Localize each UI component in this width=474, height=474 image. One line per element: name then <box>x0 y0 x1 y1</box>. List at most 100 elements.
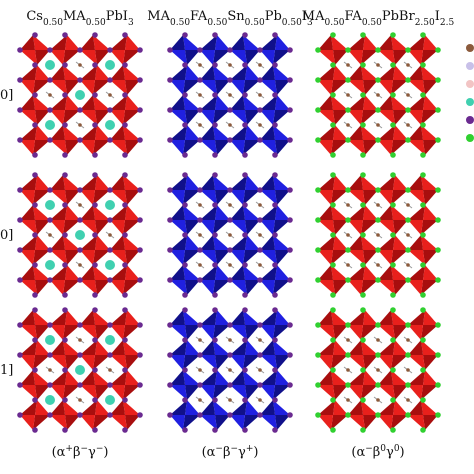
halide-atom <box>257 47 263 53</box>
octahedron-face <box>170 400 187 415</box>
halide-atom <box>287 187 293 193</box>
octahedron-face <box>20 205 35 220</box>
octahedron-face <box>318 370 333 385</box>
octahedron-face <box>80 205 95 220</box>
molecule-atom <box>346 63 350 67</box>
text-part: β <box>373 445 381 460</box>
halide-atom <box>212 292 218 298</box>
octahedron-face <box>20 400 37 415</box>
text-part: MA <box>302 9 325 24</box>
halide-atom <box>197 77 203 83</box>
octahedron-face <box>260 400 275 415</box>
octahedron-face <box>391 265 408 280</box>
octahedron-face <box>331 95 348 110</box>
octahedron-face <box>391 205 408 220</box>
octahedron-face <box>318 80 333 95</box>
octahedron-face <box>378 175 395 190</box>
octahedron-face <box>110 140 127 155</box>
octahedron-face <box>260 205 277 220</box>
halide-atom <box>257 77 263 83</box>
molecule-atom <box>376 263 380 267</box>
octahedron-face <box>33 80 50 95</box>
halide-atom <box>32 202 38 208</box>
octahedron-face <box>408 125 423 140</box>
octahedron-face <box>33 415 50 430</box>
halide-atom <box>107 277 113 283</box>
halide-atom <box>62 262 68 268</box>
molecule-atom <box>258 233 262 237</box>
halide-atom <box>62 202 68 208</box>
halide-atom <box>287 247 293 253</box>
octahedron-face <box>408 400 423 415</box>
octahedron-face <box>35 385 50 400</box>
octahedron-face <box>363 310 378 325</box>
octahedron-face <box>110 325 125 340</box>
octahedron-face <box>110 340 125 355</box>
halide-atom <box>360 292 366 298</box>
halide-atom <box>212 337 218 343</box>
halide-atom <box>17 382 23 388</box>
halide-atom <box>345 322 351 328</box>
molecule-atom <box>258 93 262 97</box>
halide-atom <box>212 172 218 178</box>
molecule-atom <box>346 368 350 372</box>
octahedron-face <box>318 340 335 355</box>
octahedron-face <box>421 235 438 250</box>
octahedron-face <box>125 415 140 430</box>
legend-atom <box>466 116 474 124</box>
halide-atom <box>17 412 23 418</box>
octahedron-face <box>393 340 408 355</box>
halide-atom <box>330 292 336 298</box>
halide-atom <box>47 107 53 113</box>
octahedron-face <box>123 175 140 190</box>
octahedron-face <box>185 325 200 340</box>
octahedron-face <box>333 385 348 400</box>
octahedron-face <box>361 125 378 140</box>
octahedron-face <box>200 205 217 220</box>
octahedron-face <box>125 205 140 220</box>
octahedron-face <box>33 370 50 385</box>
octahedron-face <box>170 325 187 340</box>
molecule-atom <box>376 203 380 207</box>
halide-atom <box>360 307 366 313</box>
halide-atom <box>227 247 233 253</box>
octahedron-face <box>65 415 80 430</box>
octahedron-face <box>65 355 80 370</box>
halide-atom <box>405 137 411 143</box>
octahedron-face <box>63 235 80 250</box>
molecule-atom <box>198 123 202 127</box>
octahedron-face <box>333 125 348 140</box>
halide-atom <box>272 152 278 158</box>
octahedron-face <box>378 400 395 415</box>
halide-atom <box>390 122 396 128</box>
column-title: MA0.50FA0.50PbBr2.50I2.5 <box>302 9 455 28</box>
octahedron-face <box>123 65 140 80</box>
octahedron-face <box>230 125 247 140</box>
octahedron-face <box>275 415 290 430</box>
octahedron-face <box>33 355 50 370</box>
octahedron-face <box>185 400 200 415</box>
octahedron-face <box>230 175 247 190</box>
halide-atom <box>212 262 218 268</box>
halide-atom <box>420 427 426 433</box>
halide-atom <box>47 187 53 193</box>
octahedron-face <box>230 400 247 415</box>
octahedron-face <box>50 235 65 250</box>
octahedron-face <box>260 80 277 95</box>
octahedron-face <box>318 280 335 295</box>
octahedron-face <box>273 325 290 340</box>
halide-atom <box>360 152 366 158</box>
halide-atom <box>167 187 173 193</box>
octahedron-face <box>63 280 80 295</box>
molecule-atom <box>198 398 202 402</box>
octahedron-face <box>273 400 290 415</box>
halide-atom <box>315 277 321 283</box>
text-part: Pb <box>265 9 282 24</box>
octahedron-face <box>20 65 37 80</box>
cation-atom <box>45 335 55 345</box>
halide-atom <box>345 137 351 143</box>
octahedron-face <box>215 415 230 430</box>
octahedron-face <box>80 95 95 110</box>
halide-atom <box>32 32 38 38</box>
